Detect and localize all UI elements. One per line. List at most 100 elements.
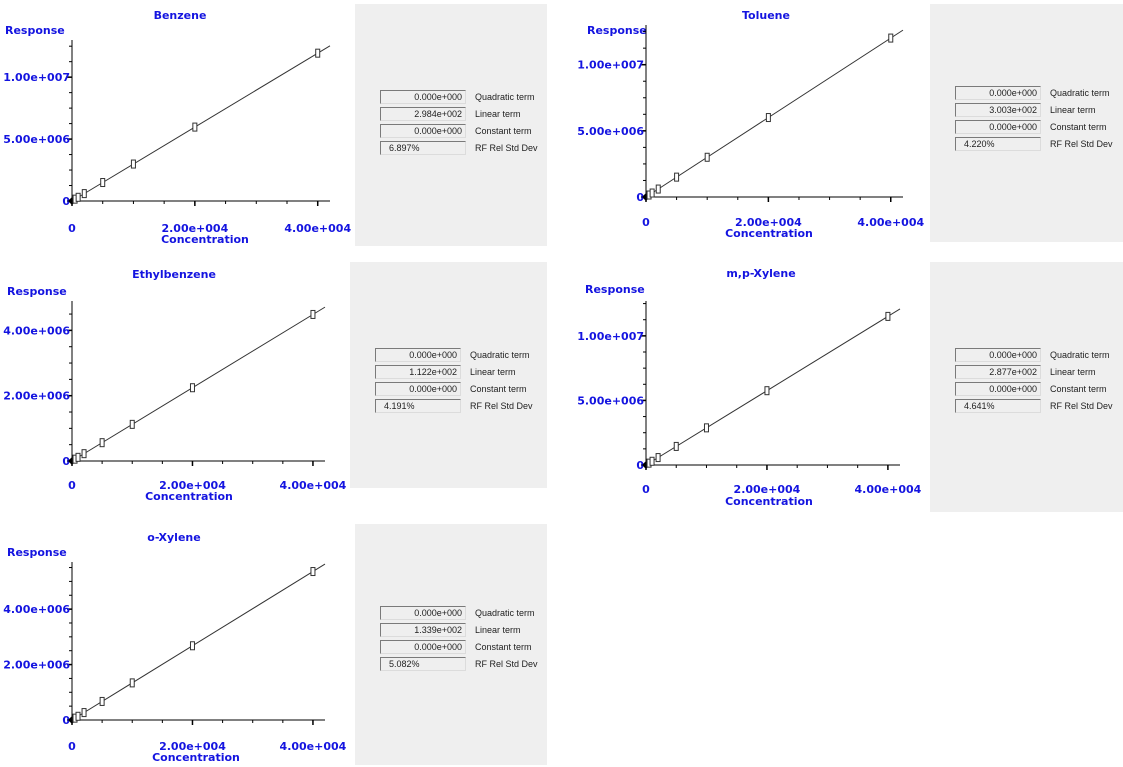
stat-value-field: 0.000e+000 <box>375 382 461 396</box>
stat-value-field: 1.122e+002 <box>375 365 461 379</box>
y-axis-title: Response <box>7 546 67 559</box>
chart-title: Benzene <box>154 9 207 22</box>
stat-value-field: 1.339e+002 <box>380 623 466 637</box>
x-tick-label: 0 <box>68 479 76 492</box>
stat-row-rf-rel-std-dev: 4.641% RF Rel Std Dev <box>955 399 1123 413</box>
chart-title: m,p-Xylene <box>726 267 795 280</box>
calibration-point <box>673 441 679 451</box>
y-tick-label: 1.00e+007 <box>3 71 70 84</box>
calibration-point <box>81 449 87 459</box>
stat-row-linear-term: 1.122e+002 Linear term <box>375 365 615 379</box>
calibration-chart-mp-xylene: m,p-Xylene Response Concentration 0 5.00e+00… <box>577 267 922 508</box>
x-axis-title: Concentration <box>152 751 240 764</box>
stat-row-constant-term: 0.000e+000 Constant term <box>955 120 1123 134</box>
calibration-chart-ethylbenzene: Ethylbenzene Response Concentration 0 2.00e+… <box>3 268 346 503</box>
calibration-point <box>649 456 655 466</box>
x-tick-label: 4.00e+004 <box>280 740 347 753</box>
calibration-point <box>764 386 770 396</box>
stat-value-field: 0.000e+000 <box>955 86 1041 100</box>
stat-row-linear-term: 2.877e+002 Linear term <box>955 365 1123 379</box>
y-axis-title: Response <box>585 283 645 296</box>
calibration-point <box>99 696 105 706</box>
calibration-chart-benzene: Benzene Response Concentration 0 5.00e+006 1.… <box>3 9 351 246</box>
stat-label: Quadratic term <box>1050 350 1110 360</box>
stat-label: Constant term <box>475 642 532 652</box>
x-tick-label: 2.00e+004 <box>735 216 802 229</box>
calibration-chart-toluene: Toluene Response Concentration 0 5.00e+006 1.… <box>577 9 924 240</box>
chart-title: Toluene <box>742 9 790 22</box>
stat-value-field: 0.000e+000 <box>375 348 461 362</box>
fit-stats-panel-toluene: 0.000e+000 Quadratic term 3.003e+002 Linear… <box>930 4 1123 242</box>
x-tick-label: 4.00e+004 <box>284 222 351 235</box>
stat-label: Linear term <box>470 367 516 377</box>
stat-label: Quadratic term <box>1050 88 1110 98</box>
stat-row-linear-term: 1.339e+002 Linear term <box>380 623 620 637</box>
fit-stats-panel-mp-xylene: 0.000e+000 Quadratic term 2.877e+002 Linear… <box>930 262 1123 512</box>
stat-value-field: 0.000e+000 <box>380 124 466 138</box>
stat-label: Quadratic term <box>475 92 535 102</box>
stat-label: Linear term <box>1050 105 1096 115</box>
calibration-point <box>649 188 655 198</box>
stat-value-field: 0.000e+000 <box>955 120 1041 134</box>
stat-row-quadratic-term: 0.000e+000 Quadratic term <box>380 606 620 620</box>
stat-label: Linear term <box>475 625 521 635</box>
x-axis-title: Concentration <box>725 495 813 508</box>
stat-row-quadratic-term: 0.000e+000 Quadratic term <box>955 348 1123 362</box>
calibration-point <box>129 678 135 688</box>
calibration-point <box>765 113 771 123</box>
calibration-point <box>310 309 316 319</box>
x-tick-label: 4.00e+004 <box>855 483 922 496</box>
stat-value-field: 0.000e+000 <box>380 606 466 620</box>
calibration-point <box>310 567 316 577</box>
stat-label: Quadratic term <box>470 350 530 360</box>
calibration-point <box>81 708 87 718</box>
stat-label: Linear term <box>1050 367 1096 377</box>
calibration-chart-o-xylene: o-Xylene Response Concentration 0 2.00e+006 4… <box>3 531 347 764</box>
stat-value-field: 4.220% <box>955 137 1041 151</box>
stat-label: RF Rel Std Dev <box>475 659 538 669</box>
stat-label: Constant term <box>1050 122 1107 132</box>
stat-row-constant-term: 0.000e+000 Constant term <box>375 382 615 396</box>
x-tick-label: 4.00e+004 <box>857 216 924 229</box>
calibration-point <box>75 711 81 721</box>
y-tick-label: 5.00e+006 <box>577 394 644 407</box>
calibration-point <box>99 438 105 448</box>
chart-title: Ethylbenzene <box>132 268 216 281</box>
stat-row-quadratic-term: 0.000e+000 Quadratic term <box>380 90 620 104</box>
calibration-point <box>100 178 106 188</box>
stat-row-linear-term: 2.984e+002 Linear term <box>380 107 620 121</box>
y-tick-label: 4.00e+006 <box>3 603 70 616</box>
calibration-point <box>129 419 135 429</box>
calibration-point <box>75 452 81 462</box>
y-tick-label: 5.00e+006 <box>577 125 644 138</box>
stat-label: RF Rel Std Dev <box>1050 401 1113 411</box>
y-tick-label: 0 <box>62 714 70 727</box>
calibration-point <box>655 184 661 194</box>
stat-label: Constant term <box>1050 384 1107 394</box>
stat-label: Linear term <box>475 109 521 119</box>
y-tick-label: 0 <box>636 459 644 472</box>
calibration-fit-line <box>71 306 326 462</box>
stat-row-linear-term: 3.003e+002 Linear term <box>955 103 1123 117</box>
stat-row-quadratic-term: 0.000e+000 Quadratic term <box>375 348 615 362</box>
x-axis-title: Concentration <box>725 227 813 240</box>
x-axis-title: Concentration <box>161 233 249 246</box>
calibration-point <box>655 453 661 463</box>
stat-row-constant-term: 0.000e+000 Constant term <box>955 382 1123 396</box>
calibration-point <box>704 152 710 162</box>
stat-row-rf-rel-std-dev: 5.082% RF Rel Std Dev <box>380 657 620 671</box>
stat-value-field: 4.191% <box>375 399 461 413</box>
x-tick-label: 2.00e+004 <box>159 740 226 753</box>
x-tick-label: 0 <box>68 740 76 753</box>
calibration-point <box>75 192 81 202</box>
y-tick-label: 2.00e+006 <box>3 390 70 403</box>
stat-value-field: 6.897% <box>380 141 466 155</box>
stat-row-constant-term: 0.000e+000 Constant term <box>380 640 620 654</box>
fit-stats-panel-ethylbenzene: 0.000e+000 Quadratic term 1.122e+002 Linear… <box>350 262 547 488</box>
chart-title: o-Xylene <box>147 531 200 544</box>
x-tick-label: 0 <box>642 483 650 496</box>
y-axis-title: Response <box>5 24 65 37</box>
stat-value-field: 0.000e+000 <box>380 640 466 654</box>
calibration-point <box>189 641 195 651</box>
y-tick-label: 1.00e+007 <box>577 330 644 343</box>
